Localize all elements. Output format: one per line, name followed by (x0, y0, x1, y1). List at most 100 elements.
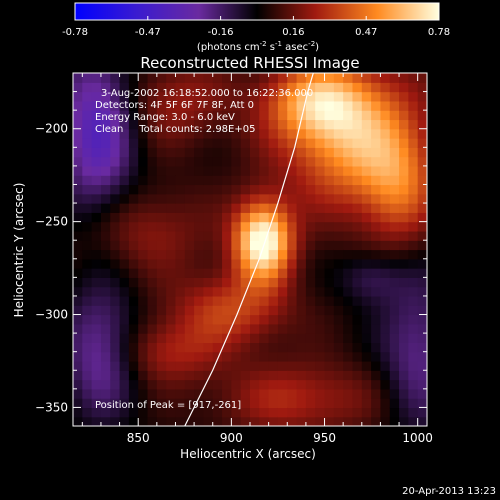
heatmap-cell (399, 407, 409, 418)
heatmap-cell (296, 138, 307, 148)
heatmap-cell (231, 407, 242, 418)
heatmap-cell (399, 138, 409, 148)
heatmap-cell (417, 323, 427, 334)
heatmap-cell (408, 165, 419, 176)
heatmap-cell (128, 156, 139, 167)
heatmap-cell (333, 203, 344, 213)
heatmap-cell (389, 100, 400, 111)
heatmap-cell (194, 156, 205, 167)
heatmap-cell (268, 333, 279, 343)
heatmap-cell (361, 314, 372, 325)
heatmap-cell (73, 388, 83, 399)
heatmap-cell (110, 277, 121, 288)
heatmap-cell (380, 212, 391, 223)
heatmap-cell (212, 388, 223, 399)
heatmap-cell (389, 277, 400, 288)
heatmap-cell (296, 203, 307, 213)
heatmap-cell (128, 379, 139, 390)
heatmap-cell (73, 203, 83, 213)
heatmap-cell (399, 119, 409, 130)
heatmap-cell (91, 249, 102, 260)
heatmap-cell (250, 203, 260, 213)
heatmap-cell (333, 295, 344, 306)
heatmap-cell (417, 119, 427, 130)
heatmap-cell (417, 295, 427, 306)
annotation-block: 3-Aug-2002 16:18:52.000 to 16:22:36.000 … (95, 88, 313, 135)
heatmap-cell (305, 156, 316, 167)
heatmap-cell (389, 165, 400, 176)
heatmap-cell (352, 119, 363, 130)
heatmap-cell (222, 323, 232, 334)
heatmap-cell (156, 230, 167, 241)
heatmap-cell (250, 165, 260, 176)
heatmap-cell (324, 193, 335, 204)
heatmap-cell (175, 73, 186, 83)
heatmap-cell (156, 277, 167, 288)
heatmap-cell (333, 147, 344, 158)
heatmap-cell (156, 314, 167, 325)
heatmap-cell (371, 268, 382, 278)
heatmap-cell (324, 147, 335, 158)
heatmap-cell (73, 110, 83, 121)
heatmap-cell (305, 416, 316, 426)
heatmap-cell (212, 240, 223, 251)
heatmap-cell (408, 407, 419, 418)
heatmap-cell (184, 212, 195, 223)
heatmap-cell (222, 277, 232, 288)
heatmap-cell (138, 305, 149, 316)
heatmap-cell (380, 351, 391, 362)
heatmap-cell (250, 295, 260, 306)
heatmap-cell (296, 305, 307, 316)
heatmap-cell (203, 193, 214, 204)
heatmap-cell (91, 295, 102, 306)
heatmap-cell (361, 407, 372, 418)
heatmap-cell (138, 91, 149, 102)
heatmap-cell (147, 240, 158, 251)
heatmap-cell (175, 295, 186, 306)
heatmap-cell (240, 138, 251, 148)
heatmap-cell (417, 165, 427, 176)
heatmap-cell (203, 203, 214, 213)
heatmap-cell (203, 407, 214, 418)
heatmap-cell (259, 184, 270, 195)
heatmap-cell (287, 212, 298, 223)
heatmap-cell (399, 91, 409, 102)
heatmap-cell (408, 305, 419, 316)
heatmap-cell (194, 184, 205, 195)
heatmap-cell (287, 277, 298, 288)
heatmap-cell (100, 407, 111, 418)
heatmap-cell (119, 407, 130, 418)
heatmap-cell (408, 333, 419, 343)
heatmap-cell (194, 360, 205, 371)
heatmap-cell (156, 360, 167, 371)
heatmap-cell (268, 165, 279, 176)
heatmap-cell (380, 203, 391, 213)
heatmap-cell (203, 268, 214, 278)
heatmap-cell (100, 258, 111, 269)
heatmap-cell (119, 193, 130, 204)
heatmap-cell (277, 128, 288, 139)
heatmap-cell (73, 128, 83, 139)
heatmap-cell (268, 119, 279, 130)
heatmap-cell (399, 388, 409, 399)
heatmap-cell (119, 258, 130, 269)
heatmap-cell (287, 193, 298, 204)
heatmap-cell (203, 258, 214, 269)
heatmap-cell (73, 184, 83, 195)
heatmap-cell (240, 323, 251, 334)
heatmap-cell (333, 416, 344, 426)
heatmap-cell (380, 305, 391, 316)
heatmap-cell (361, 156, 372, 167)
heatmap-cell (324, 268, 335, 278)
heatmap-cell (156, 119, 167, 130)
heatmap-cell (138, 398, 149, 409)
heatmap-cell (100, 212, 111, 223)
heatmap-cell (138, 138, 149, 148)
heatmap-cell (399, 416, 409, 426)
heatmap-cell (277, 147, 288, 158)
heatmap-cell (361, 193, 372, 204)
heatmap-cell (315, 212, 326, 223)
heatmap-cell (324, 351, 335, 362)
heatmap-cell (119, 295, 130, 306)
heatmap-cell (240, 258, 251, 269)
